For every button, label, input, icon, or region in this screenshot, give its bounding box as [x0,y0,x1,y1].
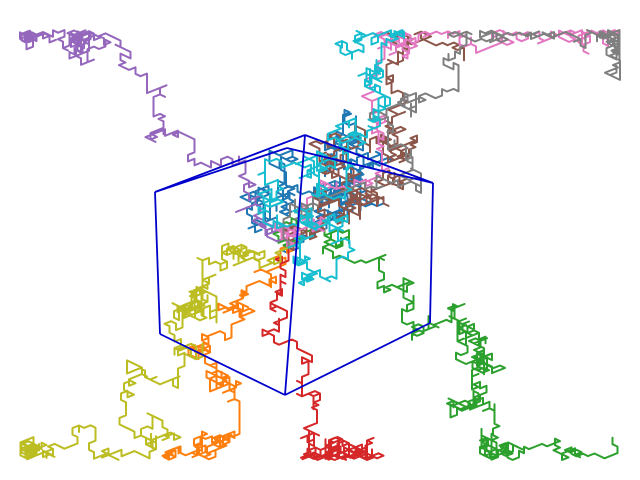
random-walk-path [19,29,303,249]
cube-edge [154,191,161,335]
random-walk-path [257,29,405,287]
cube-edge [284,322,431,396]
cube-edge [154,147,288,193]
walks-layer [19,29,621,461]
random-walk-path [161,242,296,461]
random-walk-path [272,217,619,461]
cube-edge [154,134,306,193]
random-walk-path [19,242,296,461]
cube-edge [429,182,434,324]
random-walk-path [261,244,385,461]
cube-edge [159,333,286,396]
cube-edge [284,134,306,396]
cube-wireframe [154,134,434,396]
cube-edge [286,147,434,184]
random-walk-path [282,29,621,249]
cube-edge [304,134,434,184]
